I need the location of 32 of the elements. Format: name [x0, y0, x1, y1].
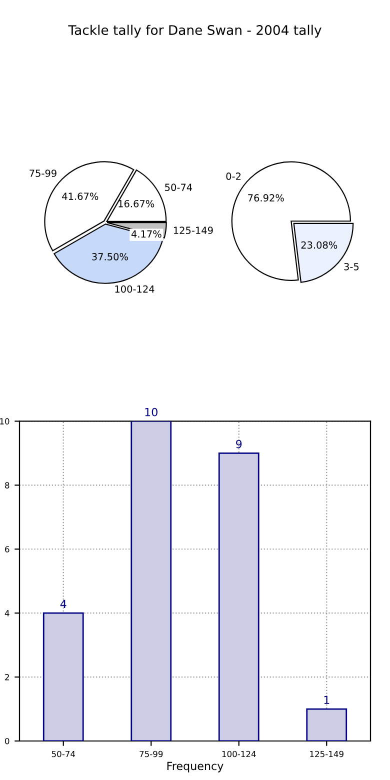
data-label: 4.17% [131, 230, 162, 238]
x-axis-title: Frequency [167, 762, 224, 772]
slice-label: 100-124 [115, 285, 154, 293]
x-tick-label: 100-124 [222, 750, 256, 758]
data-label: 76.92% [248, 194, 284, 202]
x-tick-label: 50-74 [52, 750, 76, 758]
data-label: 41.67% [62, 192, 98, 200]
slice-label: 3-5 [344, 262, 359, 270]
y-tick-label: 8 [5, 482, 10, 488]
slice-label: 0-2 [226, 172, 241, 180]
chart-title: Tackle tally for Dane Swan - 2004 tally [68, 24, 322, 38]
y-tick-label: 2 [5, 674, 9, 680]
x-tick-label: 125-149 [310, 750, 344, 758]
data-label: 4 [60, 600, 66, 608]
bar [42, 612, 84, 741]
slice-label: 75-99 [30, 170, 56, 177]
y-tick-label: 10 [0, 418, 10, 424]
y-tick-label: 6 [5, 546, 10, 552]
bar [306, 708, 348, 741]
data-label: 10 [145, 408, 158, 416]
y-tick-label: 4 [4, 610, 10, 616]
bar [218, 452, 260, 741]
data-label: 23.08% [301, 241, 338, 249]
bar [130, 421, 172, 741]
slice-label: 125-149 [174, 226, 213, 234]
data-label: 37.50% [92, 253, 128, 260]
y-tick-label: 0 [5, 738, 10, 744]
data-label: 9 [236, 440, 242, 448]
data-label: 1 [324, 696, 330, 704]
slice-label: 50-74 [165, 184, 192, 192]
x-tick-label: 75-99 [140, 750, 163, 758]
data-label: 16.67% [118, 200, 154, 208]
